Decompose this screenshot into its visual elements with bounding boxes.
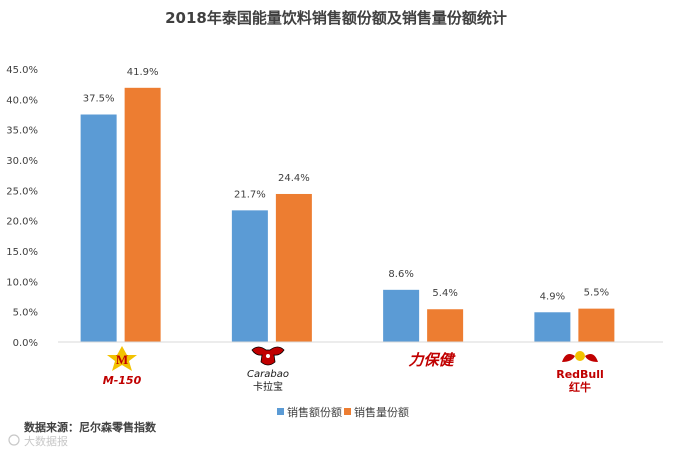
bar-sales-volume-0 xyxy=(124,87,161,342)
m150-logo-icon: M xyxy=(107,346,137,371)
svg-text:M: M xyxy=(116,352,128,367)
y-tick-label: 30.0% xyxy=(6,156,38,167)
watermark: 大数据报 xyxy=(8,434,68,448)
data-label-sales-volume-1: 24.4% xyxy=(278,173,310,184)
logo-carabao: Carabao 卡拉宝 xyxy=(247,346,289,393)
bar-sales-volume-2 xyxy=(427,309,464,342)
chart-title: 2018年泰国能量饮料销售额份额及销售量份额统计 xyxy=(165,9,507,27)
legend-swatch-sales-value xyxy=(277,408,284,415)
bars xyxy=(80,87,615,342)
lipovitan-logo-icon xyxy=(402,350,460,368)
carabao-bull-logo-icon xyxy=(251,346,285,366)
data-label-sales-value-0: 37.5% xyxy=(83,94,115,105)
y-tick-label: 5.0% xyxy=(13,308,38,319)
legend-label-sales-volume: 销售量份额 xyxy=(354,405,409,419)
y-tick-label: 45.0% xyxy=(6,65,38,76)
data-label-sales-volume-3: 5.5% xyxy=(584,288,609,299)
y-tick-label: 40.0% xyxy=(6,95,38,106)
logo-m150: M M-150 xyxy=(103,346,142,387)
watermark-icon xyxy=(8,434,20,446)
data-label-sales-volume-0: 41.9% xyxy=(127,67,159,78)
legend-swatch-sales-volume xyxy=(344,408,351,415)
y-tick-label: 0.0% xyxy=(13,338,38,349)
y-tick-label: 15.0% xyxy=(6,247,38,258)
legend: 销售额份额 销售量份额 xyxy=(277,405,409,419)
logo-redbull-chinese-text: 红牛 xyxy=(569,380,591,394)
data-label-sales-value-1: 21.7% xyxy=(234,189,266,200)
y-tick-label: 10.0% xyxy=(6,277,38,288)
bar-sales-volume-3 xyxy=(578,308,615,342)
bar-sales-value-0 xyxy=(80,114,117,342)
logo-redbull-text: RedBull xyxy=(556,368,604,381)
data-label-sales-value-3: 4.9% xyxy=(540,291,565,302)
y-tick-label: 25.0% xyxy=(6,186,38,197)
logo-lipovitan: 力保健 xyxy=(402,350,460,369)
logo-lipovitan-text: 力保健 xyxy=(408,351,456,369)
legend-label-sales-value: 销售额份额 xyxy=(287,405,342,419)
redbull-logo-icon xyxy=(562,351,598,362)
bar-sales-value-2 xyxy=(383,289,420,342)
source-note: 数据来源：尼尔森零售指数 xyxy=(24,420,157,434)
logo-redbull: RedBull 红牛 xyxy=(556,351,604,394)
y-axis: 0.0% 5.0% 10.0% 15.0% 20.0% 25.0% 30.0% 35.0% 40… xyxy=(6,65,38,349)
data-label-sales-value-2: 8.6% xyxy=(388,269,413,280)
data-labels: 37.5% 41.9% 21.7% 24.4% 8.6% 5.4% 4.9% 5.5% xyxy=(83,67,609,302)
y-tick-label: 35.0% xyxy=(6,126,38,137)
bar-sales-value-1 xyxy=(231,210,268,342)
watermark-text: 大数据报 xyxy=(24,434,68,448)
bar-sales-volume-1 xyxy=(275,193,312,342)
bar-sales-value-3 xyxy=(534,312,571,342)
logo-carabao-chinese-text: 卡拉宝 xyxy=(253,380,283,393)
data-label-sales-volume-2: 5.4% xyxy=(432,288,457,299)
logo-carabao-text: Carabao xyxy=(247,369,289,380)
y-tick-label: 20.0% xyxy=(6,217,38,228)
logo-m150-text: M-150 xyxy=(103,374,142,387)
